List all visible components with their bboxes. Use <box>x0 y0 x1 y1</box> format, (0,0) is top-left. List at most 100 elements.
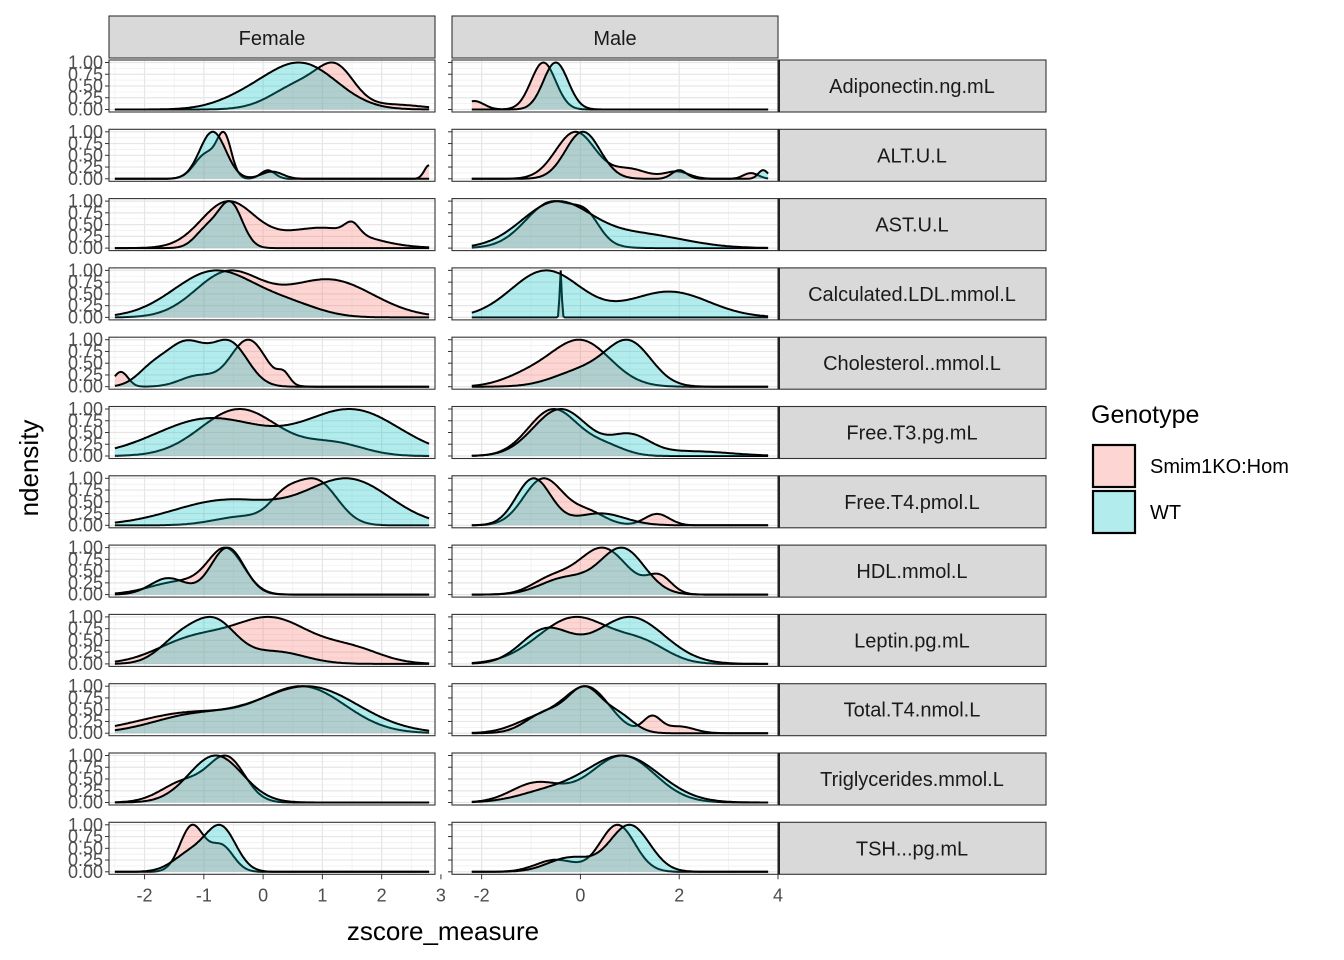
density-line-wt <box>114 823 430 873</box>
facet-panels <box>108 59 779 875</box>
density-area-smim1ko-hom <box>471 201 769 249</box>
panel-ast-u-l-male <box>451 198 779 252</box>
density-area-wt <box>114 755 430 803</box>
density-line-wt <box>114 546 430 596</box>
panel-alt-u-l-female <box>108 128 436 182</box>
panel-tsh-pg-ml-male <box>451 821 779 875</box>
strip-alt-u-l <box>778 128 1047 182</box>
panel-free-t3-pg-ml-female <box>108 405 436 460</box>
strip-label-free-t4-pmol-l: Free.T4.pmol.L <box>844 492 980 514</box>
density-area-wt <box>114 62 430 110</box>
panel-calculated-ldl-mmol-l-male <box>451 267 779 321</box>
density-area-smim1ko-hom <box>471 824 769 872</box>
panel-free-t4-pmol-l-male <box>451 475 779 529</box>
panel-tsh-pg-ml-female <box>108 821 436 875</box>
panel-leptin-pg-ml-female <box>108 613 436 667</box>
legend: Genotype Smim1KO:Hom WT <box>1091 401 1289 535</box>
y-tick-label: 1.00 <box>68 676 103 696</box>
y-tick-label: 0.75 <box>68 134 103 154</box>
y-tick-label: 0.75 <box>68 341 103 361</box>
y-tick-label: 0.25 <box>68 365 103 385</box>
density-area-smim1ko-hom <box>471 409 769 456</box>
y-tick-label: 0.50 <box>68 423 103 443</box>
y-axis-title: ndensity <box>14 420 44 517</box>
density-area-smim1ko-hom <box>114 409 430 456</box>
density-area-smim1ko-hom <box>114 755 430 803</box>
y-tick-label: 0.75 <box>68 688 103 708</box>
density-area-wt <box>471 824 769 872</box>
y-tick-label: 0.25 <box>68 781 103 801</box>
y-tick-label: 0.00 <box>68 723 103 743</box>
strip-free-t4-pmol-l <box>778 475 1047 529</box>
density-line-wt <box>471 130 769 180</box>
y-tick-label: 0.75 <box>68 619 103 639</box>
legend-label-smim1ko: Smim1KO:Hom <box>1150 456 1289 478</box>
y-tick-label: 0.25 <box>68 434 103 454</box>
x-tick-label: -2 <box>474 885 490 905</box>
strip-cholesterol-mmol-l <box>778 336 1047 390</box>
strip-label-tsh-pg-ml: TSH...pg.mL <box>856 838 968 860</box>
x-tick-label: 4 <box>773 885 783 905</box>
density-area-smim1ko-hom <box>471 616 769 664</box>
density-area-smim1ko-hom <box>471 686 769 734</box>
density-area-wt <box>114 686 430 734</box>
legend-label-wt: WT <box>1150 502 1181 524</box>
x-tick-label: -2 <box>137 885 153 905</box>
y-tick-label: 0.50 <box>68 76 103 96</box>
density-area-smim1ko-hom <box>114 339 430 387</box>
density-area-smim1ko-hom <box>471 755 769 803</box>
density-line-smim1ko-hom <box>471 615 769 665</box>
legend-key-wt <box>1091 489 1137 535</box>
density-area-wt <box>471 478 769 526</box>
legend-key-smim1ko <box>1091 443 1137 489</box>
y-tick-label: 0.50 <box>68 145 103 165</box>
x-tick-label: 2 <box>377 885 387 905</box>
y-tick-label: 0.00 <box>68 793 103 813</box>
y-tick-label: 0.00 <box>68 307 103 327</box>
y-tick-label: 1.00 <box>68 330 103 350</box>
panel-cholesterol-mmol-l-male <box>451 336 779 390</box>
strip-label-free-t3-pg-ml: Free.T3.pg.mL <box>846 423 977 445</box>
density-area-wt <box>114 270 430 318</box>
y-tick-label: 1.00 <box>68 746 103 766</box>
panel-total-t4-nmol-l-male <box>451 683 779 737</box>
strip-label-adiponectin-ng-ml: Adiponectin.ng.mL <box>829 76 995 98</box>
x-tick-label: 0 <box>258 885 268 905</box>
density-area-wt <box>114 131 430 179</box>
strip-total-t4-nmol-l <box>778 683 1047 737</box>
y-tick-label: 1.00 <box>68 53 103 73</box>
x-axis-title: zscore_measure <box>347 916 539 946</box>
y-tick-label: 0.25 <box>68 642 103 662</box>
panel-adiponectin-ng-ml-male <box>451 59 779 113</box>
panel-hdl-mmol-l-female <box>108 544 436 598</box>
density-line-smim1ko-hom <box>114 200 430 250</box>
density-line-wt <box>471 408 769 457</box>
y-tick-label: 0.75 <box>68 549 103 569</box>
strip-label-calculated-ldl-mmol-l: Calculated.LDL.mmol.L <box>808 284 1016 306</box>
strip-leptin-pg-ml <box>778 613 1047 667</box>
density-area-smim1ko-hom <box>114 686 430 734</box>
y-tick-label: 0.00 <box>68 169 103 189</box>
strip-label-hdl-mmol-l: HDL.mmol.L <box>856 561 967 583</box>
density-line-wt <box>114 685 430 732</box>
panel-leptin-pg-ml-male <box>451 613 779 667</box>
y-tick-label: 1.00 <box>68 191 103 211</box>
density-line-wt <box>114 269 430 319</box>
panel-calculated-ldl-mmol-l-female <box>108 267 436 321</box>
strip-label-ast-u-l: AST.U.L <box>875 215 948 237</box>
density-line-wt <box>471 754 769 804</box>
strip-label-male: Male <box>593 28 636 50</box>
panel-cholesterol-mmol-l-female <box>108 336 436 390</box>
panel-hdl-mmol-l-male <box>451 544 779 598</box>
density-area-smim1ko-hom <box>114 62 430 110</box>
panel-ast-u-l-female <box>108 198 436 252</box>
legend-title: Genotype <box>1091 401 1199 429</box>
y-tick-label: 1.00 <box>68 399 103 419</box>
density-line-wt <box>471 546 769 596</box>
y-tick-label: 0.00 <box>68 862 103 882</box>
y-tick-label: 0.75 <box>68 411 103 431</box>
y-tick-label: 0.75 <box>68 203 103 223</box>
density-line-wt <box>471 615 769 665</box>
y-tick-label: 0.75 <box>68 757 103 777</box>
